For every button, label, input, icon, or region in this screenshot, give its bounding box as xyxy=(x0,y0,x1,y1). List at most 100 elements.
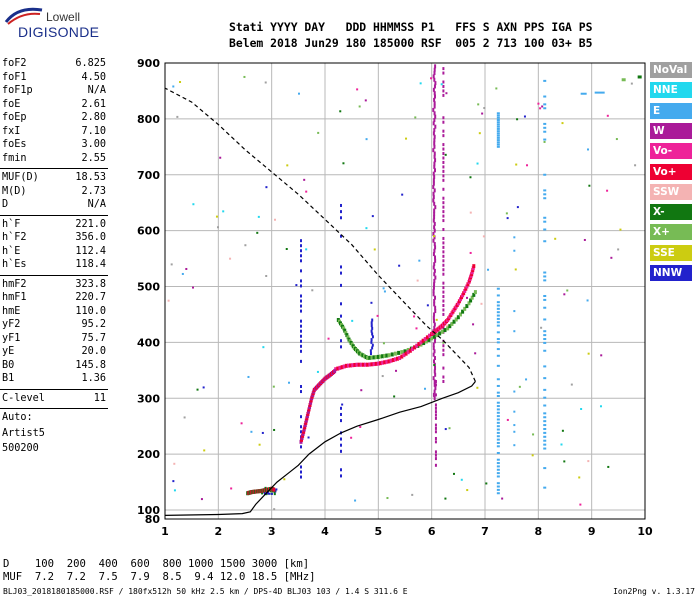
echo-dot xyxy=(433,67,436,72)
trace-o-mode-f1 xyxy=(301,433,305,438)
echo-dot xyxy=(432,342,435,347)
trace-o-mode-f1 xyxy=(300,435,304,440)
param-key: MUF(D) xyxy=(2,172,39,183)
echo-dot xyxy=(543,424,547,427)
echo-dot xyxy=(496,321,500,324)
trace-o-mode-f2 xyxy=(361,362,365,367)
echo-dot xyxy=(445,92,448,95)
echo-dot xyxy=(433,228,436,233)
trace-x-mode xyxy=(378,354,382,359)
param-key: fxI xyxy=(2,125,21,137)
echo-dot xyxy=(448,427,451,430)
echo-dot xyxy=(432,392,435,397)
sidebar-divider xyxy=(0,168,108,169)
trace-o-mode-f1 xyxy=(299,439,303,444)
trace-x-mode xyxy=(467,301,471,306)
echo-dot xyxy=(185,267,188,270)
echo-dot xyxy=(543,416,547,419)
echo-dot xyxy=(433,101,436,106)
echo-dot xyxy=(273,218,276,221)
distance-row: D 100 200 400 600 800 1000 1500 3000 [km… xyxy=(3,558,310,570)
echo-dot xyxy=(442,134,445,138)
echo-dot xyxy=(433,84,436,89)
echo-dot xyxy=(300,299,302,303)
param-value: 20.0 xyxy=(81,346,106,357)
echo-dot xyxy=(496,411,500,414)
echo-dot xyxy=(505,212,508,215)
echo-dot xyxy=(440,83,443,86)
echo-dot xyxy=(317,131,320,134)
trace-o-mode-f2 xyxy=(351,363,355,368)
echo-dot xyxy=(606,189,609,192)
echo-dot xyxy=(432,288,435,293)
echo-dot xyxy=(513,444,516,447)
echo-dot xyxy=(496,364,500,367)
echo-dot xyxy=(531,454,534,457)
trace-o-mode-f2 xyxy=(387,359,391,364)
echo-dot xyxy=(476,162,479,165)
echo-dot xyxy=(382,342,385,345)
echo-dot xyxy=(442,326,445,330)
echo-dot xyxy=(432,285,435,290)
echo-dot xyxy=(414,116,417,119)
echo-dot xyxy=(371,215,374,218)
trace-o-mode-f2 xyxy=(402,353,406,358)
param-row-g1-7: fmin 2.55 xyxy=(2,153,106,166)
echo-dot xyxy=(434,275,437,280)
trace-o-mode-f1 xyxy=(308,405,312,410)
param-key: B0 xyxy=(2,359,15,371)
echo-dot xyxy=(433,154,436,159)
echo-dot xyxy=(401,193,404,196)
echo-dot xyxy=(496,118,500,121)
echo-dot xyxy=(359,425,362,428)
param-value: N/A xyxy=(87,85,106,96)
echo-dot xyxy=(543,298,547,301)
echo-dot xyxy=(340,339,342,343)
echo-dot xyxy=(167,299,170,302)
param-key: foF1p xyxy=(2,85,33,96)
trace-o-mode-f2 xyxy=(463,288,467,293)
echo-dot xyxy=(615,138,618,141)
echo-dot xyxy=(433,299,436,304)
echo-dot xyxy=(172,480,175,483)
echo-dot xyxy=(477,103,480,106)
trace-x-mode xyxy=(346,335,350,340)
x-tick-label: 9 xyxy=(588,525,596,538)
trace-x-mode xyxy=(432,334,436,339)
echo-dot xyxy=(432,181,435,186)
trace-x-mode xyxy=(406,347,410,352)
echo-dot xyxy=(219,156,222,159)
echo-dot xyxy=(340,443,342,447)
echo-dot xyxy=(300,385,302,389)
trace-o-mode-f1 xyxy=(304,420,308,425)
echo-dot xyxy=(433,268,436,273)
echo-dot xyxy=(442,353,445,357)
echo-dot xyxy=(419,82,422,85)
echo-dot xyxy=(496,301,500,304)
echo-dot xyxy=(543,435,547,438)
echo-dot xyxy=(433,248,436,253)
trace-x-mode xyxy=(374,355,378,360)
param-key: hmF1 xyxy=(2,292,27,303)
echo-dot xyxy=(543,216,547,219)
trace-o-mode-f2 xyxy=(466,282,470,287)
y-tick-label: 300 xyxy=(137,392,160,405)
echo-dot xyxy=(172,85,175,88)
echo-dot xyxy=(495,87,498,90)
echo-dot xyxy=(433,363,436,366)
echo-dot xyxy=(434,258,437,263)
echo-dot xyxy=(434,410,437,414)
param-key: h`E xyxy=(2,245,21,257)
param-row-g1-0: foF2 6.825 xyxy=(2,58,106,71)
echo-dot xyxy=(469,211,472,214)
echo-dot xyxy=(478,132,481,135)
echo-dot xyxy=(382,287,385,290)
echo-dot xyxy=(587,460,590,463)
echo-dot xyxy=(543,107,547,110)
echo-dot xyxy=(634,164,637,167)
echo-dot xyxy=(543,79,547,82)
echo-dot xyxy=(442,165,445,169)
echo-dot xyxy=(637,75,642,79)
echo-dot xyxy=(496,324,500,327)
echo-dot xyxy=(563,293,566,296)
